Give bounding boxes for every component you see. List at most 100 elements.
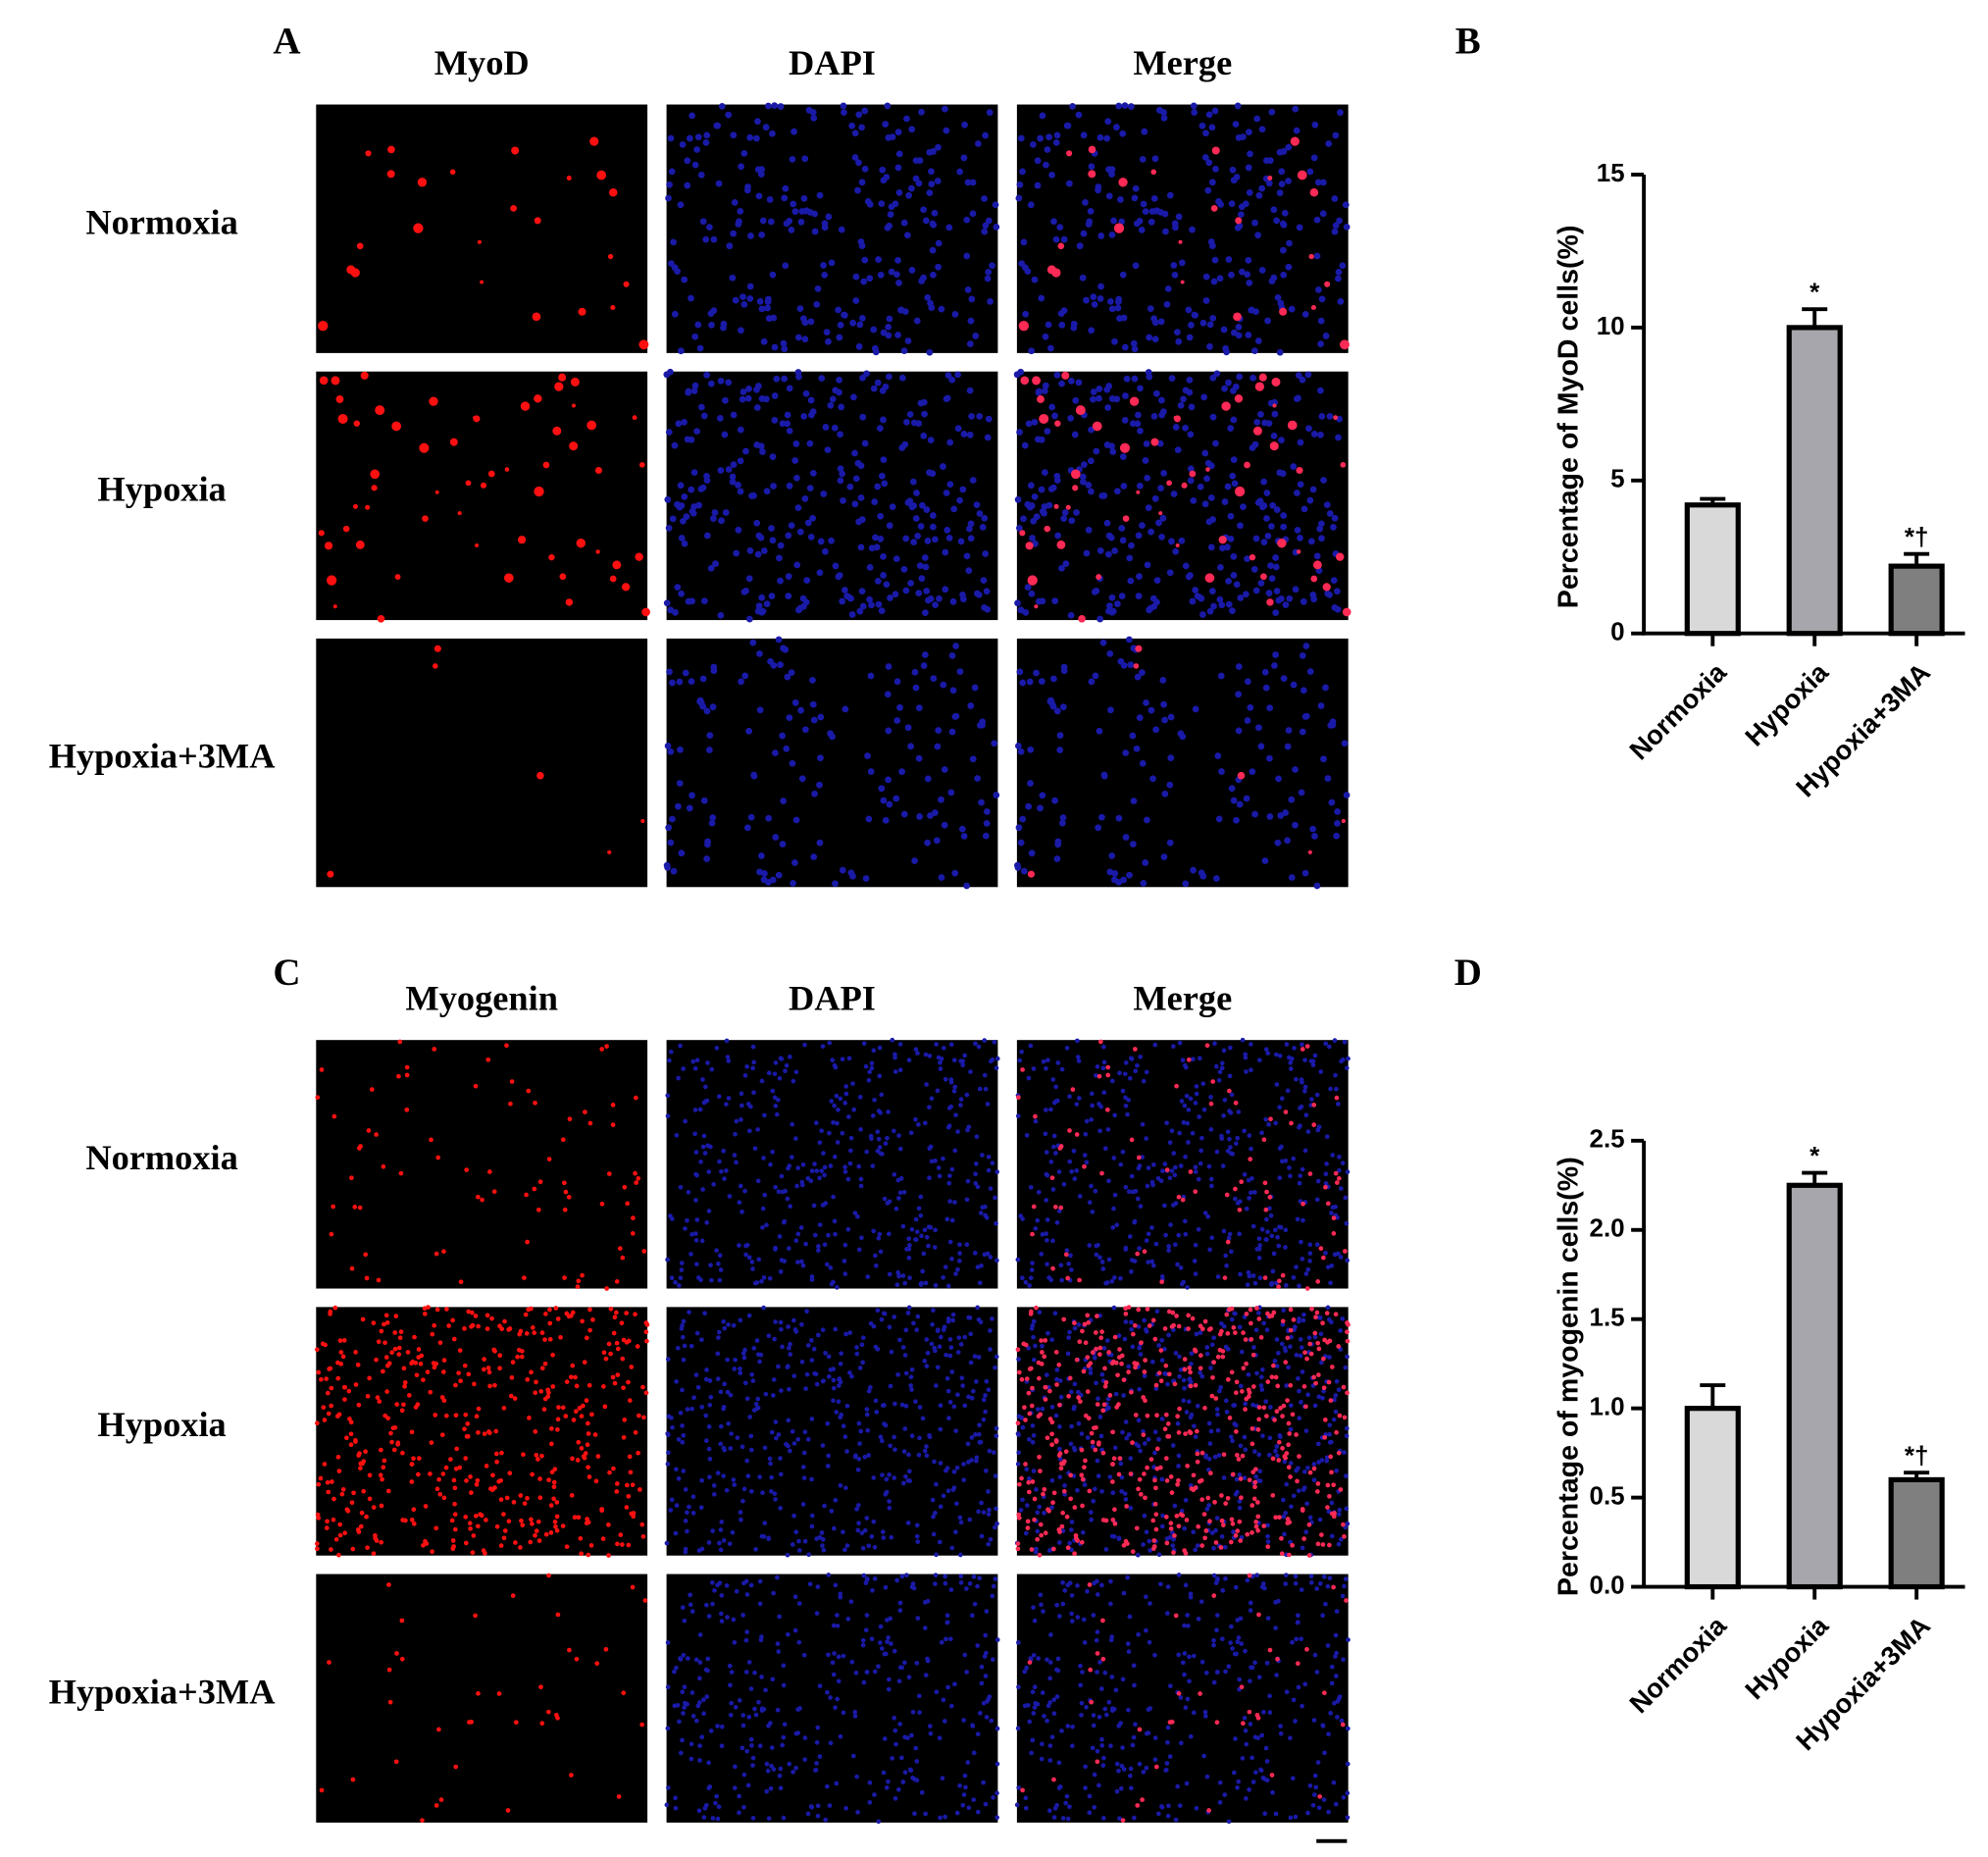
- nucleus: [1135, 1196, 1141, 1202]
- stained-cell: [1291, 1317, 1297, 1322]
- nucleus: [968, 412, 975, 420]
- stained-cell: [1205, 1495, 1211, 1501]
- nucleus: [722, 1381, 727, 1387]
- nucleus: [1257, 1469, 1262, 1474]
- nucleus: [1175, 213, 1183, 221]
- stained-cell: [358, 1466, 363, 1471]
- nucleus: [1031, 1357, 1037, 1363]
- nucleus: [1208, 588, 1216, 594]
- nucleus: [832, 1525, 837, 1531]
- nucleus: [1106, 298, 1114, 305]
- row-label: Hypoxia+3MA: [49, 737, 276, 776]
- stained-cell: [1029, 1309, 1034, 1315]
- nucleus: [941, 1156, 945, 1161]
- stained-cell: [1097, 1352, 1102, 1357]
- nucleus: [934, 1689, 940, 1695]
- stained-cell: [356, 1453, 361, 1458]
- stained-cell: [1315, 1489, 1320, 1494]
- nucleus: [1300, 1487, 1306, 1492]
- nucleus: [692, 1231, 698, 1236]
- stained-cell: [512, 1396, 518, 1401]
- nucleus: [822, 424, 830, 431]
- stained-cell: [584, 1335, 589, 1341]
- nucleus: [1265, 1229, 1270, 1235]
- nucleus: [746, 546, 754, 554]
- stained-cell: [1188, 1169, 1194, 1174]
- nucleus: [981, 603, 988, 611]
- stained-cell: [1079, 1539, 1085, 1545]
- stained-cell: [1264, 1189, 1269, 1195]
- nucleus: [973, 1181, 979, 1186]
- nucleus: [759, 217, 767, 225]
- nucleus: [691, 161, 699, 169]
- nucleus: [1270, 1268, 1276, 1274]
- nucleus: [1199, 611, 1206, 618]
- nucleus: [864, 1670, 870, 1675]
- nucleus: [788, 522, 795, 529]
- nucleus: [713, 122, 721, 129]
- nucleus: [690, 387, 698, 394]
- stained-cell: [457, 1465, 463, 1470]
- stained-cell: [364, 1275, 370, 1281]
- stained-cell: [1336, 552, 1345, 561]
- stained-cell: [609, 575, 617, 583]
- nucleus: [1141, 1542, 1146, 1547]
- nucleus: [1268, 108, 1276, 116]
- nucleus: [745, 385, 752, 392]
- nucleus: [1149, 1359, 1155, 1365]
- nucleus: [1026, 1075, 1032, 1081]
- nucleus: [681, 276, 688, 284]
- nucleus: [732, 1482, 738, 1487]
- nucleus: [754, 1280, 760, 1285]
- nucleus: [1272, 609, 1280, 617]
- nucleus: [929, 1096, 935, 1102]
- nucleus: [840, 1057, 845, 1062]
- stained-cell: [422, 515, 429, 522]
- nucleus: [1323, 1041, 1329, 1047]
- nucleus: [1071, 1149, 1077, 1154]
- stained-cell: [339, 1491, 345, 1497]
- stained-cell: [466, 1309, 472, 1315]
- nucleus: [799, 1182, 805, 1188]
- nucleus: [766, 1333, 772, 1339]
- stained-cell: [1050, 1500, 1055, 1506]
- stained-cell: [373, 1532, 378, 1538]
- nucleus: [1044, 1108, 1048, 1112]
- stained-cell: [582, 1360, 587, 1365]
- stained-cell: [458, 1279, 464, 1285]
- stained-cell: [1101, 1402, 1107, 1408]
- stained-cell: [394, 1402, 400, 1407]
- nucleus: [917, 523, 925, 530]
- nucleus: [1101, 1346, 1107, 1351]
- nucleus: [1172, 424, 1180, 431]
- stained-cell: [1017, 1481, 1022, 1487]
- nucleus: [738, 1183, 743, 1189]
- nucleus: [1307, 1515, 1313, 1521]
- nucleus: [926, 189, 934, 197]
- stained-cell: [1210, 1374, 1215, 1380]
- stained-cell: [1186, 1326, 1191, 1331]
- nucleus: [1056, 224, 1064, 232]
- stained-cell: [1193, 1349, 1198, 1354]
- nucleus: [1272, 554, 1280, 561]
- nucleus: [1298, 789, 1305, 797]
- nucleus: [1199, 1373, 1205, 1379]
- stained-cell: [380, 1476, 384, 1482]
- nucleus: [930, 512, 937, 519]
- nucleus: [922, 1625, 928, 1630]
- nucleus: [1206, 342, 1213, 350]
- nucleus: [914, 1327, 920, 1332]
- nucleus: [943, 490, 950, 496]
- nucleus: [801, 335, 809, 343]
- stained-cell: [1294, 1432, 1299, 1437]
- stained-cell: [609, 188, 618, 197]
- nucleus: [1056, 732, 1064, 739]
- stained-cell: [1023, 1462, 1028, 1467]
- nucleus: [1233, 174, 1241, 181]
- nucleus: [748, 1686, 754, 1691]
- nucleus: [1173, 1164, 1178, 1170]
- nucleus: [813, 300, 821, 308]
- panel-label: C: [273, 952, 300, 994]
- nucleus: [768, 1461, 773, 1467]
- nucleus: [693, 146, 701, 153]
